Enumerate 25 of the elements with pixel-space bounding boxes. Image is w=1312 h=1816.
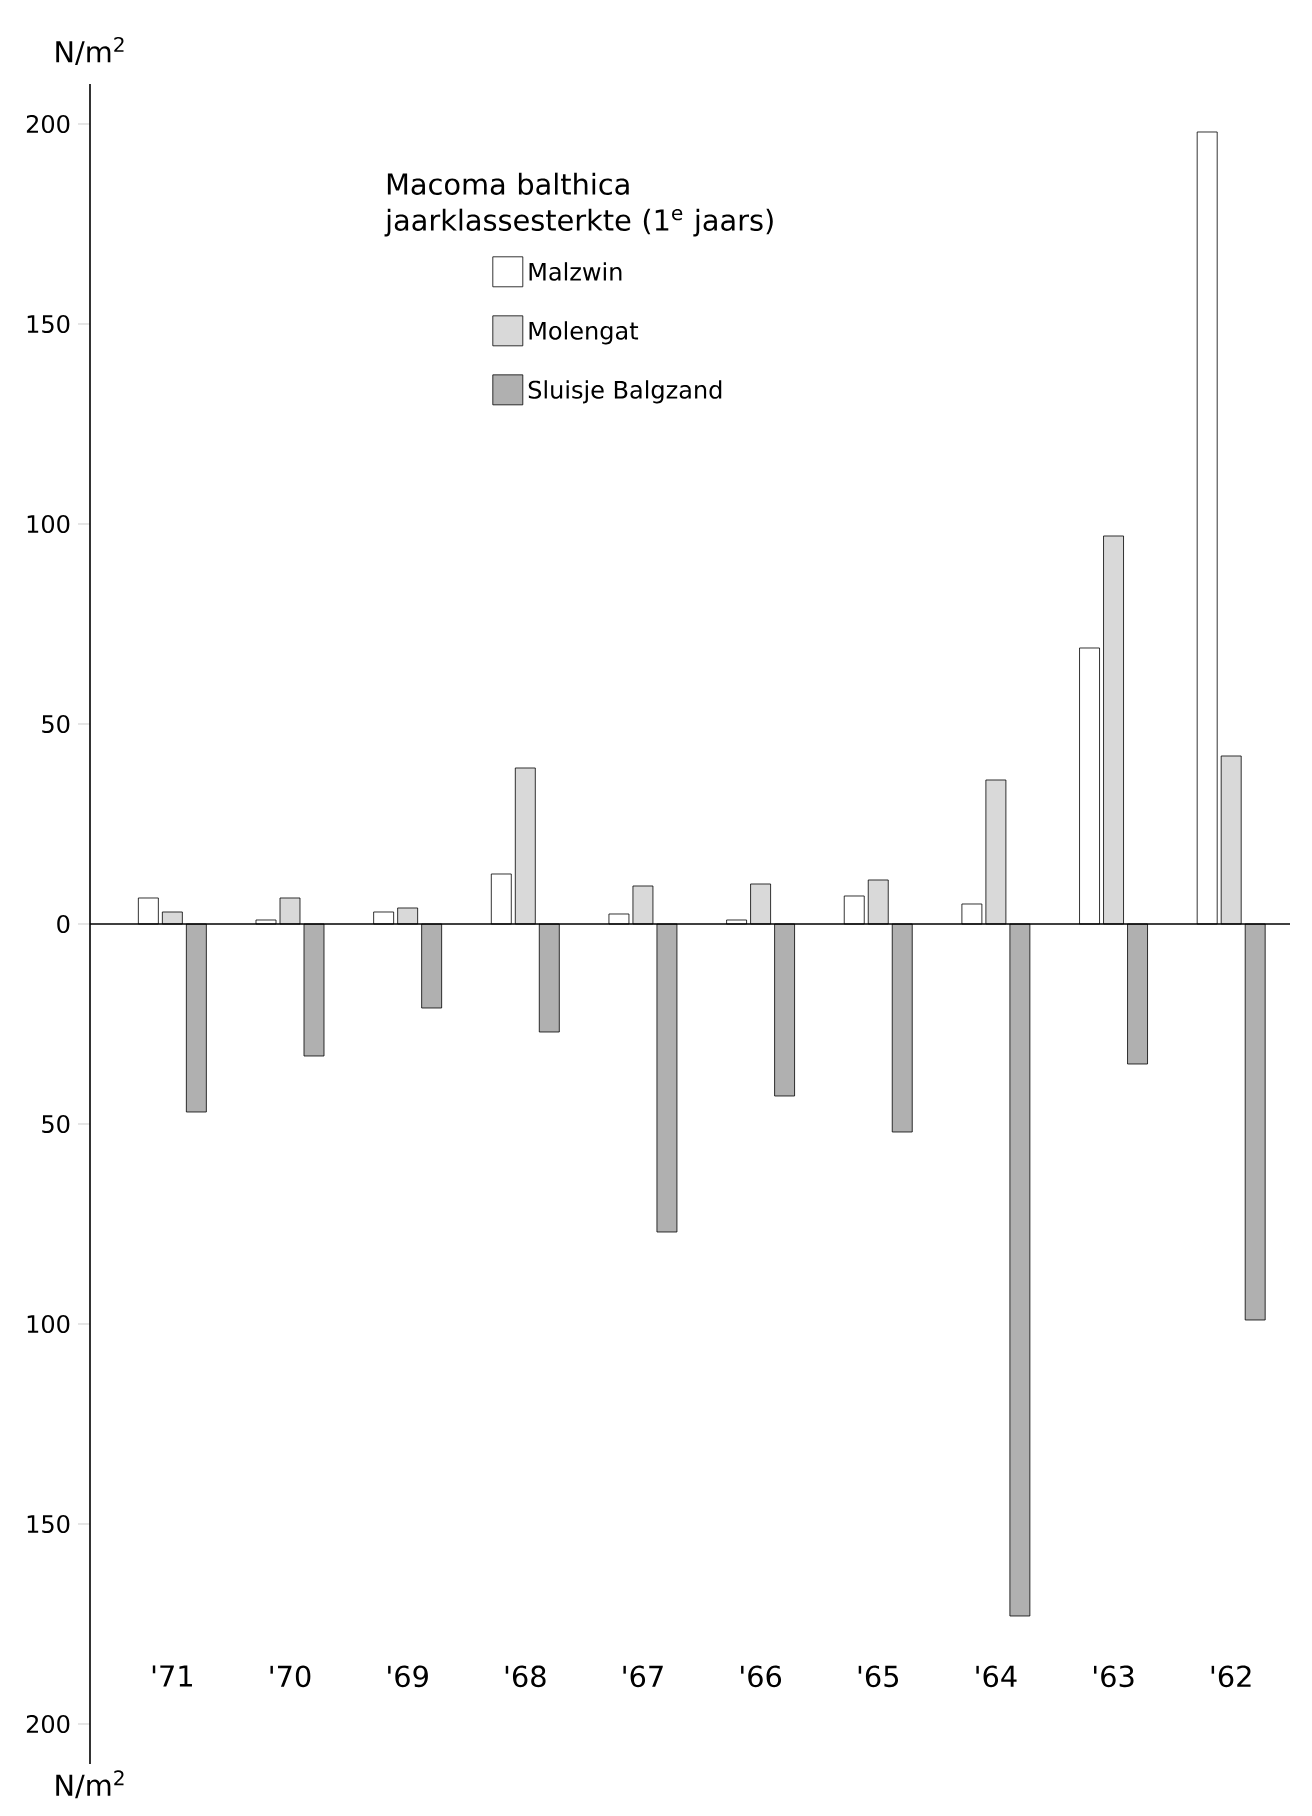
y-tick-label: 150 xyxy=(27,1514,70,1534)
x-tick-label: '71 xyxy=(152,1665,192,1687)
text: N/m$^{2}$ xyxy=(56,1770,124,1799)
y-tick-label: 100 xyxy=(27,514,70,534)
y-axis-title: N/m$^{2}$ xyxy=(56,36,124,65)
y-tick-label: 200 xyxy=(26,1714,70,1734)
x-tick-label: '65 xyxy=(858,1665,899,1688)
y-tick-label: 150 xyxy=(27,314,70,334)
legend-label: Molengat xyxy=(529,321,639,345)
legend-label: Malzwin xyxy=(529,262,622,281)
x-tick-label: '63 xyxy=(1094,1665,1134,1688)
y-tick-label: 100 xyxy=(27,1314,70,1334)
y-tick-label: 50 xyxy=(42,714,70,734)
x-tick-label: '67 xyxy=(623,1665,663,1688)
y-tick-label: 200 xyxy=(26,114,70,134)
x-tick-label: '62 xyxy=(1211,1665,1251,1688)
x-tick-label: '66 xyxy=(741,1665,782,1688)
y-tick-label: 50 xyxy=(42,1114,70,1134)
x-tick-label: '70 xyxy=(270,1665,311,1688)
y-tick-label: 0 xyxy=(57,914,70,934)
legend-title: Macoma balthica jaarklassesterkte (1$^{e}$ jaars) xyxy=(384,172,773,237)
x-tick-label: '68 xyxy=(505,1665,546,1688)
x-tick-label: '64 xyxy=(976,1665,1017,1688)
x-tick-label: '69 xyxy=(388,1665,428,1688)
legend-label: Sluisje Balgzand xyxy=(528,380,722,404)
